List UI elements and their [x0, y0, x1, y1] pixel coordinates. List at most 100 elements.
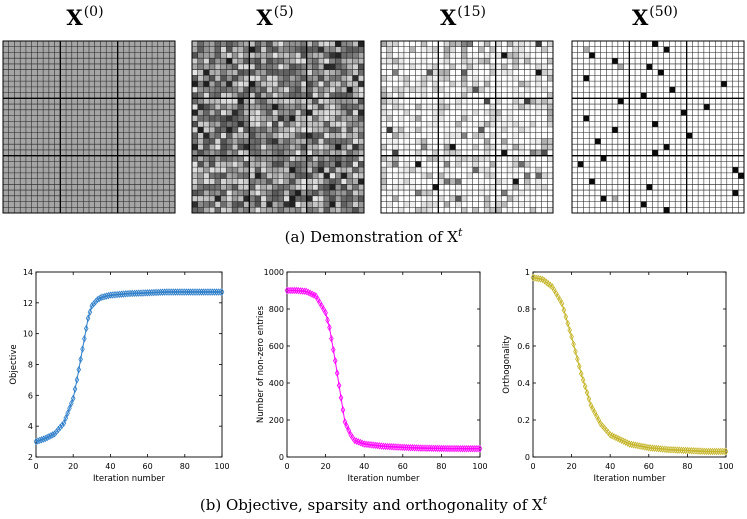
data-point — [458, 444, 463, 453]
data-point — [141, 289, 147, 297]
data-point — [723, 447, 729, 456]
data-point — [188, 288, 193, 296]
data-point — [719, 447, 725, 456]
data-point — [109, 291, 115, 299]
y-axis-label: Objective — [9, 344, 19, 384]
data-point — [590, 405, 596, 413]
data-point — [563, 312, 569, 321]
data-point — [606, 428, 611, 437]
data-point — [721, 447, 727, 456]
data-point — [91, 300, 96, 308]
y-tick-label: 10 — [23, 330, 33, 339]
data-point — [216, 288, 221, 296]
data-point — [197, 288, 202, 296]
data-point — [325, 316, 330, 324]
data-point — [600, 422, 605, 430]
data-point — [113, 290, 119, 299]
data-point — [204, 288, 210, 296]
data-point — [475, 444, 481, 453]
data-point — [327, 323, 332, 332]
matrix-grids — [2, 40, 745, 214]
data-point — [98, 293, 104, 302]
data-point — [582, 382, 588, 391]
x-tick-label: 60 — [644, 462, 654, 471]
data-point — [575, 355, 580, 363]
data-point — [219, 288, 225, 296]
data-point — [559, 299, 565, 308]
x-tick-label: 20 — [567, 462, 577, 471]
data-point — [106, 291, 111, 300]
data-point — [460, 444, 465, 453]
x-tick-label: 20 — [321, 462, 331, 471]
data-point — [41, 435, 46, 443]
data-point — [69, 399, 74, 408]
data-point — [152, 288, 158, 297]
data-point — [202, 288, 208, 296]
data-point — [286, 286, 292, 295]
chart-0: 0 20 40 60 80 100 2 4 6 8 10 12 14 Iteration number Ob… — [9, 268, 230, 484]
x-tick-label: 100 — [214, 462, 229, 471]
y-tick-label: 0.8 — [517, 305, 530, 314]
data-point — [217, 288, 223, 296]
data-point — [124, 289, 130, 298]
data-point — [704, 447, 709, 456]
data-point — [178, 288, 184, 296]
chart-2: 0 20 40 60 80 100 0 0.2 0.4 0.6 0.8 1 Iteration numb… — [502, 268, 734, 484]
data-point — [201, 288, 206, 296]
data-point — [199, 288, 204, 296]
data-point — [35, 437, 41, 445]
data-point — [338, 394, 344, 402]
data-point — [160, 288, 165, 296]
data-point — [87, 308, 93, 316]
data-point — [61, 419, 67, 427]
data-point — [186, 288, 191, 296]
data-point — [191, 288, 197, 296]
data-point — [74, 376, 80, 384]
data-point — [470, 444, 475, 453]
data-point — [189, 288, 195, 296]
matrix-title-5: X(5) — [256, 4, 294, 30]
data-point — [76, 365, 82, 374]
data-point — [89, 302, 95, 310]
y-tick-label: 14 — [23, 268, 33, 277]
x-tick-label: 60 — [143, 462, 153, 471]
data-point — [145, 289, 150, 297]
data-point — [93, 298, 98, 306]
data-point — [117, 290, 122, 299]
data-point — [43, 434, 48, 443]
data-point — [83, 324, 89, 333]
data-point — [195, 288, 201, 296]
data-point — [717, 447, 723, 456]
data-point — [346, 426, 352, 435]
data-point — [136, 289, 141, 297]
data-point — [471, 444, 477, 453]
data-point — [48, 431, 54, 440]
data-point — [173, 288, 178, 296]
data-point — [139, 289, 145, 297]
y-tick-label: 8 — [28, 361, 33, 370]
data-point — [119, 290, 124, 298]
x-tick-label: 0 — [284, 462, 289, 471]
data-point — [169, 288, 175, 296]
data-point — [128, 289, 134, 298]
y-tick-label: 4 — [28, 422, 33, 431]
matrix-3 — [571, 40, 745, 214]
data-point — [67, 404, 72, 413]
data-point — [340, 406, 346, 414]
data-point — [193, 288, 199, 296]
plot-area — [35, 271, 223, 458]
data-point — [37, 436, 42, 445]
data-point — [342, 418, 348, 426]
data-point — [594, 412, 599, 421]
data-point — [578, 369, 584, 378]
data-point — [331, 345, 336, 354]
matrix-2 — [380, 40, 554, 214]
matrix-title-50: X(50) — [631, 4, 679, 30]
data-point — [206, 288, 212, 296]
y-tick-label: 0.2 — [517, 416, 530, 425]
data-point — [708, 447, 713, 456]
data-point — [466, 444, 471, 453]
data-point — [714, 447, 719, 456]
data-point — [165, 288, 171, 296]
data-point — [132, 289, 137, 298]
